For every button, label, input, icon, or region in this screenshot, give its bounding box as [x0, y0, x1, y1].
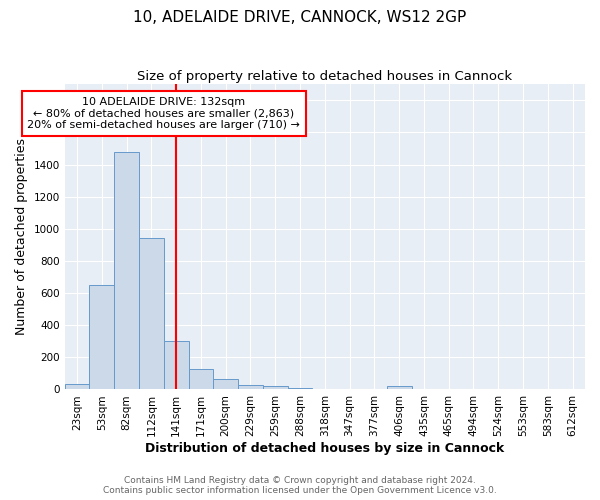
- Bar: [313, 388, 337, 390]
- Bar: [214, 379, 238, 390]
- Bar: [188, 368, 214, 390]
- Text: 10 ADELAIDE DRIVE: 132sqm
← 80% of detached houses are smaller (2,863)
20% of se: 10 ADELAIDE DRIVE: 132sqm ← 80% of detac…: [28, 97, 300, 130]
- Bar: [139, 238, 164, 390]
- Bar: [263, 386, 287, 390]
- Bar: [387, 386, 412, 390]
- Bar: [287, 388, 313, 390]
- Bar: [362, 388, 387, 390]
- Title: Size of property relative to detached houses in Cannock: Size of property relative to detached ho…: [137, 70, 512, 83]
- Bar: [89, 285, 114, 390]
- Bar: [238, 386, 263, 390]
- X-axis label: Distribution of detached houses by size in Cannock: Distribution of detached houses by size …: [145, 442, 505, 455]
- Text: 10, ADELAIDE DRIVE, CANNOCK, WS12 2GP: 10, ADELAIDE DRIVE, CANNOCK, WS12 2GP: [133, 10, 467, 25]
- Text: Contains HM Land Registry data © Crown copyright and database right 2024.
Contai: Contains HM Land Registry data © Crown c…: [103, 476, 497, 495]
- Bar: [65, 384, 89, 390]
- Bar: [337, 388, 362, 390]
- Y-axis label: Number of detached properties: Number of detached properties: [15, 138, 28, 336]
- Bar: [164, 342, 188, 390]
- Bar: [114, 152, 139, 390]
